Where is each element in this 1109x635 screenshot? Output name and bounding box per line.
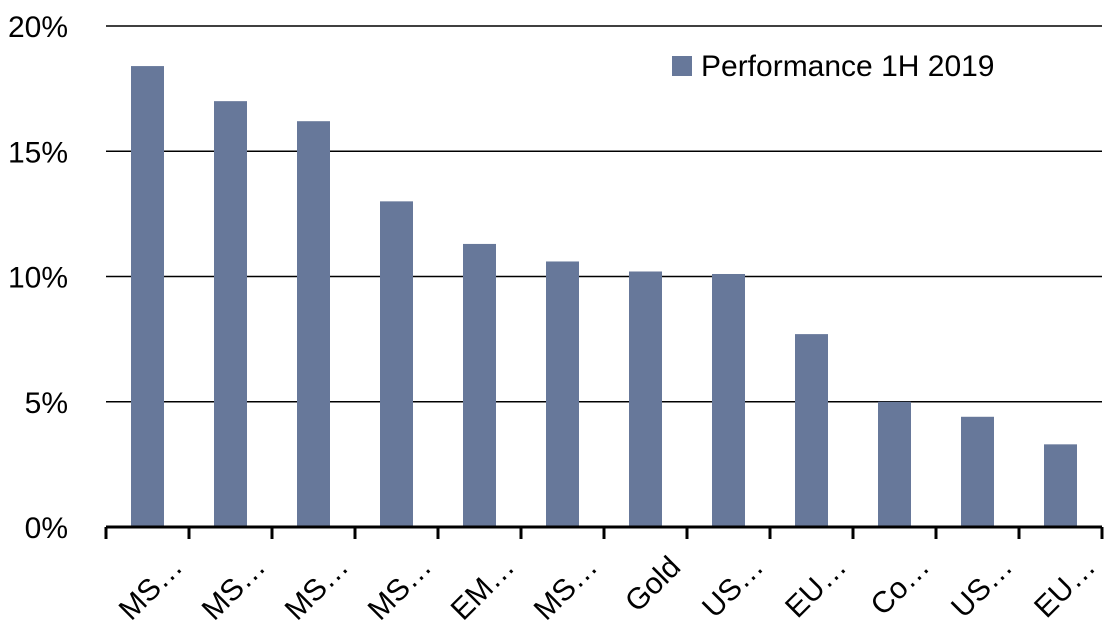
legend-swatch bbox=[672, 56, 692, 76]
bar bbox=[380, 201, 413, 527]
y-tick-label: 15% bbox=[8, 136, 68, 169]
x-tick-label: EU… bbox=[1028, 550, 1102, 624]
y-axis-tick-labels: 0% 5% 10% 15% 20% bbox=[8, 11, 68, 545]
x-tick-label: US… bbox=[696, 550, 770, 624]
gridlines bbox=[106, 25, 1102, 403]
bar bbox=[546, 261, 579, 527]
x-tick-label: MS… bbox=[362, 550, 438, 626]
x-tick-label: MS… bbox=[113, 550, 189, 626]
bar bbox=[297, 121, 330, 527]
bar bbox=[878, 401, 911, 527]
x-tick-label: Gold bbox=[619, 550, 687, 618]
bar bbox=[961, 416, 994, 527]
bar bbox=[629, 271, 662, 527]
y-tick-label: 5% bbox=[25, 387, 68, 420]
y-tick-label: 10% bbox=[8, 262, 68, 295]
bar bbox=[131, 66, 164, 527]
x-axis-tick-labels: MS… MS… MS… MS… EM… MS… Gold US… EU… Co… US… EU… bbox=[113, 550, 1102, 626]
x-axis bbox=[104, 525, 1104, 539]
x-tick-label: MS… bbox=[196, 550, 272, 626]
bars bbox=[131, 66, 1077, 528]
x-tick-label: MS… bbox=[279, 550, 355, 626]
x-tick-label: EU… bbox=[779, 550, 853, 624]
bar bbox=[1044, 444, 1077, 527]
bar bbox=[214, 101, 247, 528]
legend-label: Performance 1H 2019 bbox=[701, 50, 995, 83]
bar bbox=[712, 273, 745, 527]
legend: Performance 1H 2019 bbox=[672, 50, 995, 83]
y-tick-label: 20% bbox=[8, 11, 68, 44]
x-tick-label: US… bbox=[945, 550, 1019, 624]
x-tick-label: Co… bbox=[864, 550, 936, 622]
y-tick-label: 0% bbox=[25, 512, 68, 545]
x-tick-label: MS… bbox=[528, 550, 604, 626]
bar bbox=[795, 334, 828, 527]
x-tick-label: EM… bbox=[445, 550, 521, 626]
bar bbox=[463, 243, 496, 527]
